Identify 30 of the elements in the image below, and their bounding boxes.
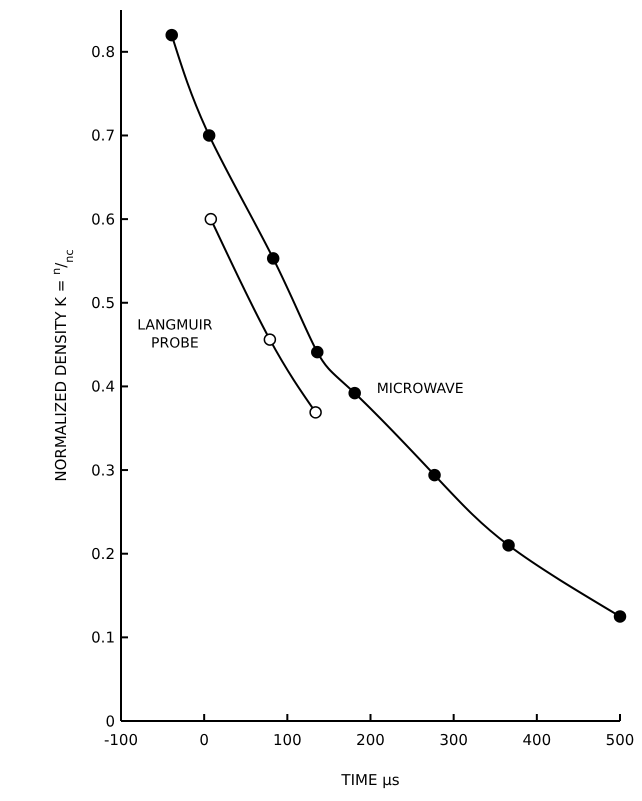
point bbox=[309, 406, 322, 419]
x-tick-label: -100 bbox=[104, 731, 138, 749]
point bbox=[348, 386, 361, 400]
point bbox=[502, 539, 515, 552]
point bbox=[204, 212, 218, 226]
x-tick-label: 400 bbox=[522, 731, 552, 749]
point bbox=[202, 129, 216, 142]
point bbox=[311, 346, 324, 358]
point bbox=[428, 468, 441, 482]
y-tick-label: 0.6 bbox=[91, 210, 115, 228]
x-tick-label: 500 bbox=[606, 731, 634, 749]
point bbox=[614, 610, 626, 623]
x-tick-label: 300 bbox=[439, 731, 468, 749]
y-tick-label: 0.2 bbox=[91, 544, 115, 563]
series-label: MICROWAVE bbox=[376, 381, 464, 398]
point bbox=[165, 28, 178, 42]
y-tick-label: 0.7 bbox=[91, 126, 115, 145]
y-tick-label: 0.5 bbox=[91, 294, 115, 312]
point bbox=[266, 252, 280, 265]
text: LANGMUIR PROBE bbox=[137, 318, 213, 352]
x-axis-title: TIME μs bbox=[340, 771, 400, 789]
y-tick-label: 0.8 bbox=[91, 43, 115, 62]
y-tick-label: 0.1 bbox=[91, 628, 115, 647]
x-tick-label: 0 bbox=[199, 731, 209, 749]
x-tick-label: 200 bbox=[356, 731, 385, 749]
y-tick-label: 0 bbox=[105, 712, 115, 730]
y-tick-label: 0.3 bbox=[91, 461, 115, 480]
x-tick-label: 100 bbox=[273, 731, 302, 749]
y-tick-label: 0.4 bbox=[91, 378, 115, 396]
point bbox=[264, 333, 276, 346]
